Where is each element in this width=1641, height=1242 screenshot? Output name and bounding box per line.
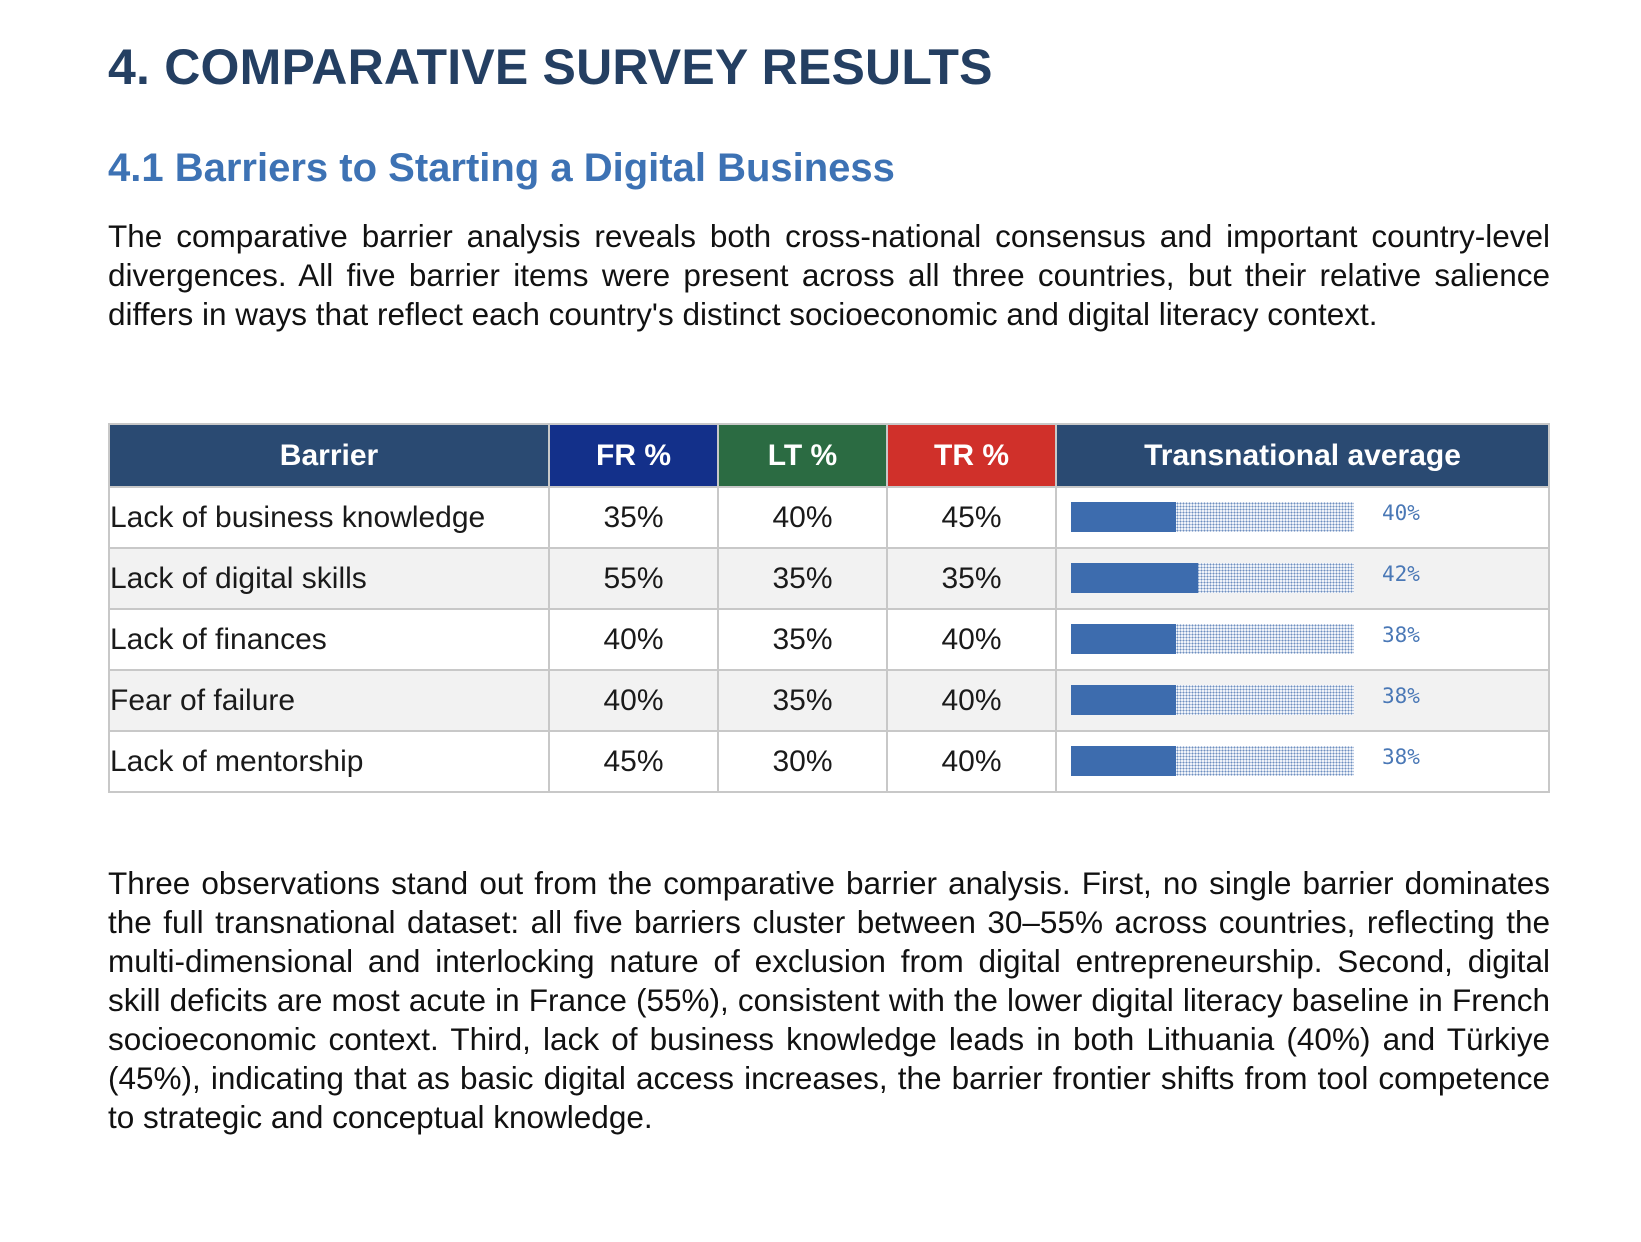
barrier-name: Lack of business knowledge (108, 486, 550, 549)
intro-paragraph: The comparative barrier analysis reveals… (108, 218, 1550, 332)
lt-value: 35% (717, 608, 888, 671)
header-tr: TR % (886, 423, 1057, 488)
header-lt: LT % (717, 423, 888, 488)
fr-value: 40% (548, 669, 719, 732)
lt-value: 35% (717, 669, 888, 732)
average-bar-track (1071, 624, 1354, 654)
average-bar-track (1071, 502, 1354, 532)
average-bar-fill (1071, 685, 1176, 715)
tr-value: 40% (886, 730, 1057, 793)
average-bar-fill (1071, 563, 1199, 593)
table-header-row: Barrier FR % LT % TR % Transnational ave… (108, 423, 1550, 488)
tr-value: 40% (886, 669, 1057, 732)
subsection-heading: 4.1 Barriers to Starting a Digital Busin… (108, 146, 895, 190)
average-bar-fill (1071, 624, 1176, 654)
tr-value: 35% (886, 547, 1057, 610)
fr-value: 55% (548, 547, 719, 610)
table-row: Lack of mentorship 45% 30% 40% 38% (108, 730, 1550, 793)
barrier-name: Lack of mentorship (108, 730, 550, 793)
table-row: Lack of digital skills 55% 35% 35% 42% (108, 547, 1550, 610)
header-barrier: Barrier (108, 423, 550, 488)
average-cell: 38% (1055, 669, 1550, 732)
average-bar-track (1071, 563, 1354, 593)
average-bar-track (1071, 685, 1354, 715)
average-bar-fill (1071, 746, 1176, 776)
tr-value: 45% (886, 486, 1057, 549)
barrier-name: Lack of finances (108, 608, 550, 671)
section-heading: 4. COMPARATIVE SURVEY RESULTS (108, 39, 993, 95)
header-average: Transnational average (1055, 423, 1550, 488)
table-row: Lack of finances 40% 35% 40% 38% (108, 608, 1550, 671)
average-cell: 42% (1055, 547, 1550, 610)
table-row: Lack of business knowledge 35% 40% 45% 4… (108, 486, 1550, 549)
table-row: Fear of failure 40% 35% 40% 38% (108, 669, 1550, 732)
fr-value: 40% (548, 608, 719, 671)
average-cell: 38% (1055, 608, 1550, 671)
average-bar-track (1071, 746, 1354, 776)
fr-value: 45% (548, 730, 719, 793)
observations-paragraph: Three observations stand out from the co… (108, 865, 1550, 1135)
lt-value: 40% (717, 486, 888, 549)
average-label: 38% (1382, 745, 1420, 769)
barrier-name: Lack of digital skills (108, 547, 550, 610)
average-label: 40% (1382, 501, 1420, 525)
barriers-table: Barrier FR % LT % TR % Transnational ave… (108, 423, 1550, 793)
tr-value: 40% (886, 608, 1057, 671)
lt-value: 35% (717, 547, 888, 610)
fr-value: 35% (548, 486, 719, 549)
header-fr: FR % (548, 423, 719, 488)
barrier-name: Fear of failure (108, 669, 550, 732)
average-label: 42% (1382, 562, 1420, 586)
average-bar-fill (1071, 502, 1176, 532)
average-label: 38% (1382, 684, 1420, 708)
average-cell: 40% (1055, 486, 1550, 549)
lt-value: 30% (717, 730, 888, 793)
average-cell: 38% (1055, 730, 1550, 793)
average-label: 38% (1382, 623, 1420, 647)
